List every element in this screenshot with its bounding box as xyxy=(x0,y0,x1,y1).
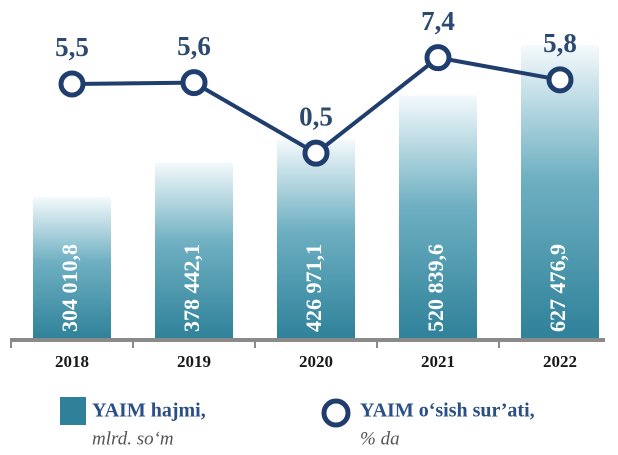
legend-marker xyxy=(321,398,351,428)
bar-value-label: 426 971,1 xyxy=(301,244,326,332)
bar-value-label: 627 476,9 xyxy=(545,244,570,332)
bar xyxy=(277,139,355,340)
line-value-label: 0,5 xyxy=(299,101,333,131)
legend: YAIM hajmi, mlrd. so‘m YAIM o‘sish sur’a… xyxy=(60,397,535,449)
line-value-label: 5,5 xyxy=(55,32,89,62)
line-marker xyxy=(58,70,86,98)
x-tick-label: 2020 xyxy=(299,352,333,371)
line-marker xyxy=(424,44,452,72)
line-marker xyxy=(302,139,330,167)
line-value-label: 7,4 xyxy=(421,6,455,36)
x-tick-label: 2022 xyxy=(543,352,577,371)
line-marker xyxy=(546,66,574,94)
line-value-label: 5,8 xyxy=(543,28,577,58)
bar-value-label: 304 010,8 xyxy=(57,244,82,332)
legend-swatch xyxy=(60,397,86,425)
line-value-label: 5,6 xyxy=(177,31,211,61)
legend-unit: % da xyxy=(360,428,400,449)
x-tick-label: 2019 xyxy=(177,352,211,371)
line-marker xyxy=(180,69,208,97)
legend-label: YAIM o‘sish sur’ati, xyxy=(360,400,535,422)
legend-unit: mlrd. so‘m xyxy=(92,428,174,449)
bar xyxy=(399,95,477,340)
bar xyxy=(521,45,599,340)
bar-value-label: 378 442,1 xyxy=(179,244,204,332)
legend-label: YAIM hajmi, xyxy=(92,400,206,422)
bar xyxy=(33,197,111,340)
bar xyxy=(155,162,233,340)
bar-value-label: 520 839,6 xyxy=(423,244,448,332)
x-tick-label: 2021 xyxy=(421,352,455,371)
x-tick-label: 2018 xyxy=(55,352,89,371)
